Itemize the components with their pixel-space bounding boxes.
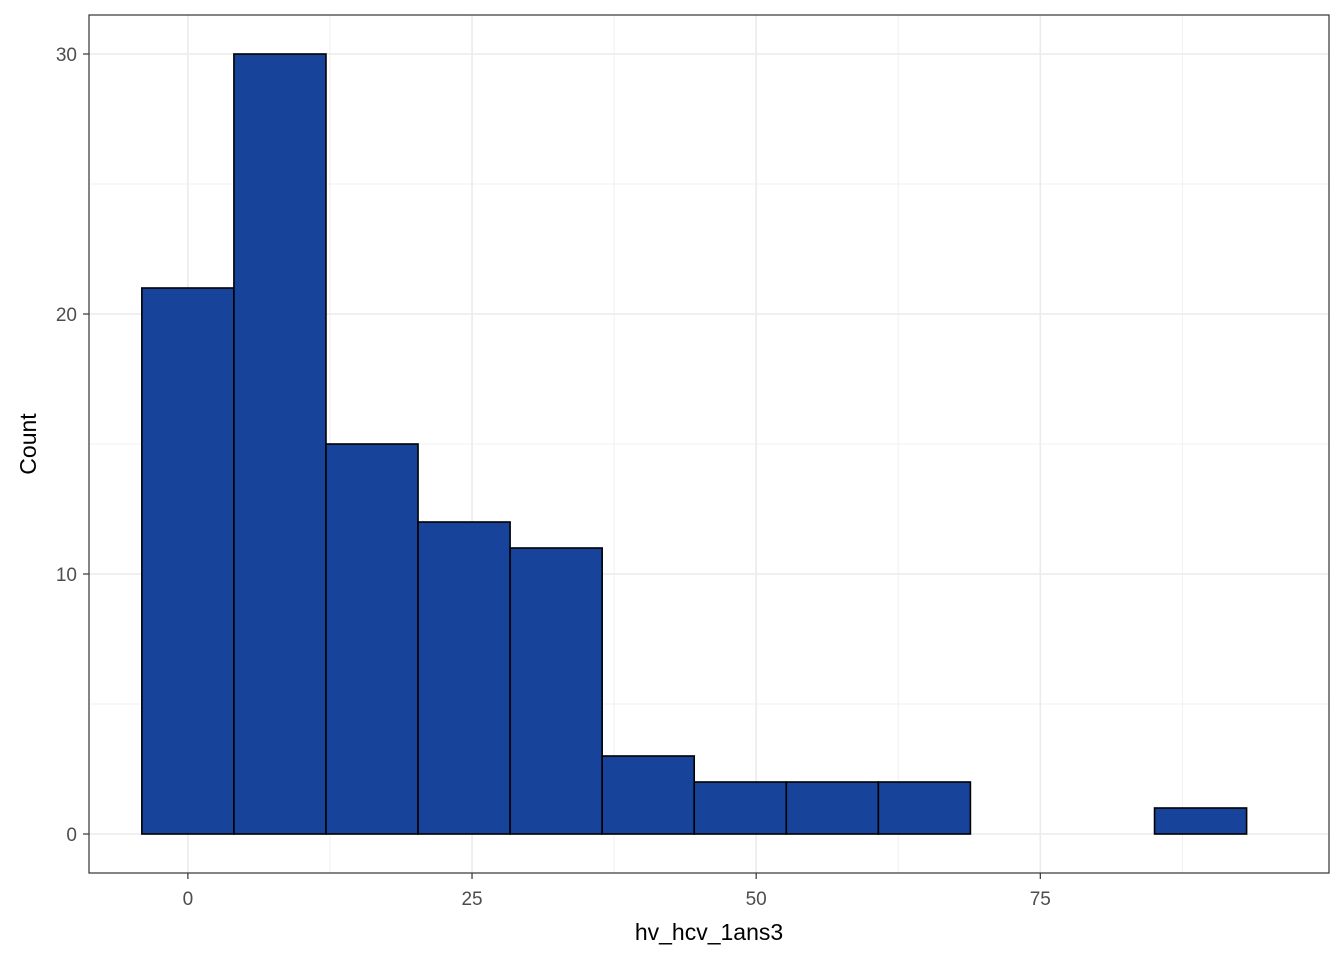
y-tick-label: 20 [56,305,77,326]
histogram-bar [325,443,419,835]
x-tick-label: 50 [746,889,767,910]
histogram-bar [509,547,603,835]
histogram-bar [1153,807,1248,835]
panel-border [88,14,1330,874]
grid-lines [89,15,1329,873]
histogram-bar [877,781,972,835]
x-tick-label: 0 [183,889,194,910]
histogram-bar [233,53,327,835]
x-tick-label: 25 [461,889,482,910]
y-axis-ticks: 0 10 20 30 [56,45,89,846]
y-tick-label: 30 [56,45,77,66]
histogram-bar [417,521,511,835]
histogram-bars [141,53,1248,835]
x-axis-ticks: 0 25 50 75 [183,873,1051,910]
y-axis-title: Count [15,413,41,475]
histogram-bar [693,781,788,835]
x-axis-title: hv_hcv_1ans3 [635,919,783,945]
y-tick-label: 10 [56,565,77,586]
histogram-bar [601,755,696,835]
histogram-bar [785,781,880,835]
x-tick-label: 75 [1030,889,1051,910]
y-tick-label: 0 [66,825,77,846]
histogram-bar [141,287,235,835]
